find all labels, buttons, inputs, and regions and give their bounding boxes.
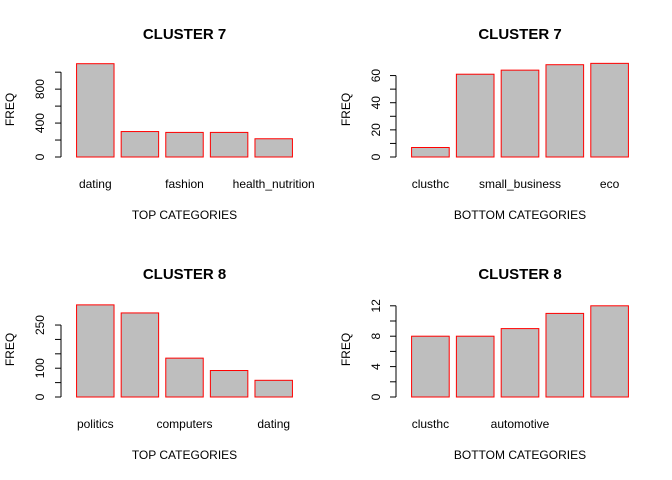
chart-panel-2: CLUSTER 7 clusthc small_business eco 0 20 40 60… (339, 26, 629, 222)
bar (545, 64, 585, 158)
y-axis-label: FREQ (3, 93, 17, 126)
bar (411, 147, 450, 158)
y-tick-label: 0 (369, 393, 383, 400)
y-tick-label: 40 (369, 96, 383, 110)
y-tick-label: 12 (369, 299, 383, 313)
x-tick-label: clusthc (412, 177, 449, 191)
bar (254, 138, 293, 158)
y-tick-label: 0 (369, 153, 383, 160)
bar (76, 63, 115, 158)
y-tick-label: 8 (369, 333, 383, 340)
bar (120, 131, 160, 158)
x-tick-label: dating (79, 177, 112, 191)
y-axis-label: FREQ (339, 333, 353, 366)
x-tick-label: dating (257, 417, 290, 431)
bar (254, 379, 293, 398)
y-axis-label: FREQ (339, 93, 353, 126)
x-tick-label: automotive (491, 417, 550, 431)
y-tick-label: 100 (33, 358, 47, 378)
y-tick-label: 400 (33, 113, 47, 133)
chart-panel-4: CLUSTER 8 clusthc automotive 0 4 8 12 FREQ BOTTO… (339, 266, 629, 462)
x-tick-label: clusthc (412, 417, 449, 431)
x-tick-label: computers (156, 417, 212, 431)
bar (590, 62, 629, 158)
y-tick-label: 0 (33, 393, 47, 400)
bar (120, 312, 160, 398)
x-axis-label: BOTTOM CATEGORIES (454, 208, 586, 222)
bar (500, 328, 540, 398)
x-tick-label: eco (600, 177, 620, 191)
bar (590, 305, 629, 398)
x-axis-label: TOP CATEGORIES (132, 448, 237, 462)
y-tick-label: 250 (33, 315, 47, 335)
chart-panel-1: CLUSTER 7 dating fashion health_nutrition 0 4… (3, 26, 315, 222)
y-axis-label: FREQ (3, 333, 17, 366)
x-tick-label: health_nutrition (233, 177, 315, 191)
bar (209, 131, 249, 158)
bar (455, 335, 495, 398)
y-tick-label: 0 (33, 153, 47, 160)
chart-title: CLUSTER 7 (143, 26, 226, 43)
x-tick-label: small_business (479, 177, 561, 191)
y-tick-label: 800 (33, 79, 47, 99)
bar (411, 335, 450, 398)
y-tick-label: 60 (369, 69, 383, 83)
bar (165, 357, 204, 398)
chart-panel-3: CLUSTER 8 politics computers dating 0 100 250 F… (3, 266, 293, 462)
x-axis-label: BOTTOM CATEGORIES (454, 448, 586, 462)
bar (209, 370, 249, 398)
chart-title: CLUSTER 8 (478, 266, 561, 283)
bar (165, 131, 204, 158)
bar (500, 69, 540, 158)
chart-title: CLUSTER 7 (478, 26, 561, 43)
x-axis-label: TOP CATEGORIES (132, 208, 237, 222)
x-tick-label: fashion (165, 177, 204, 191)
bar (76, 304, 115, 398)
bar (455, 73, 495, 158)
chart-title: CLUSTER 8 (143, 266, 226, 283)
bar (545, 312, 585, 398)
y-tick-label: 20 (369, 123, 383, 137)
x-tick-label: politics (77, 417, 114, 431)
y-tick-label: 4 (369, 363, 383, 370)
